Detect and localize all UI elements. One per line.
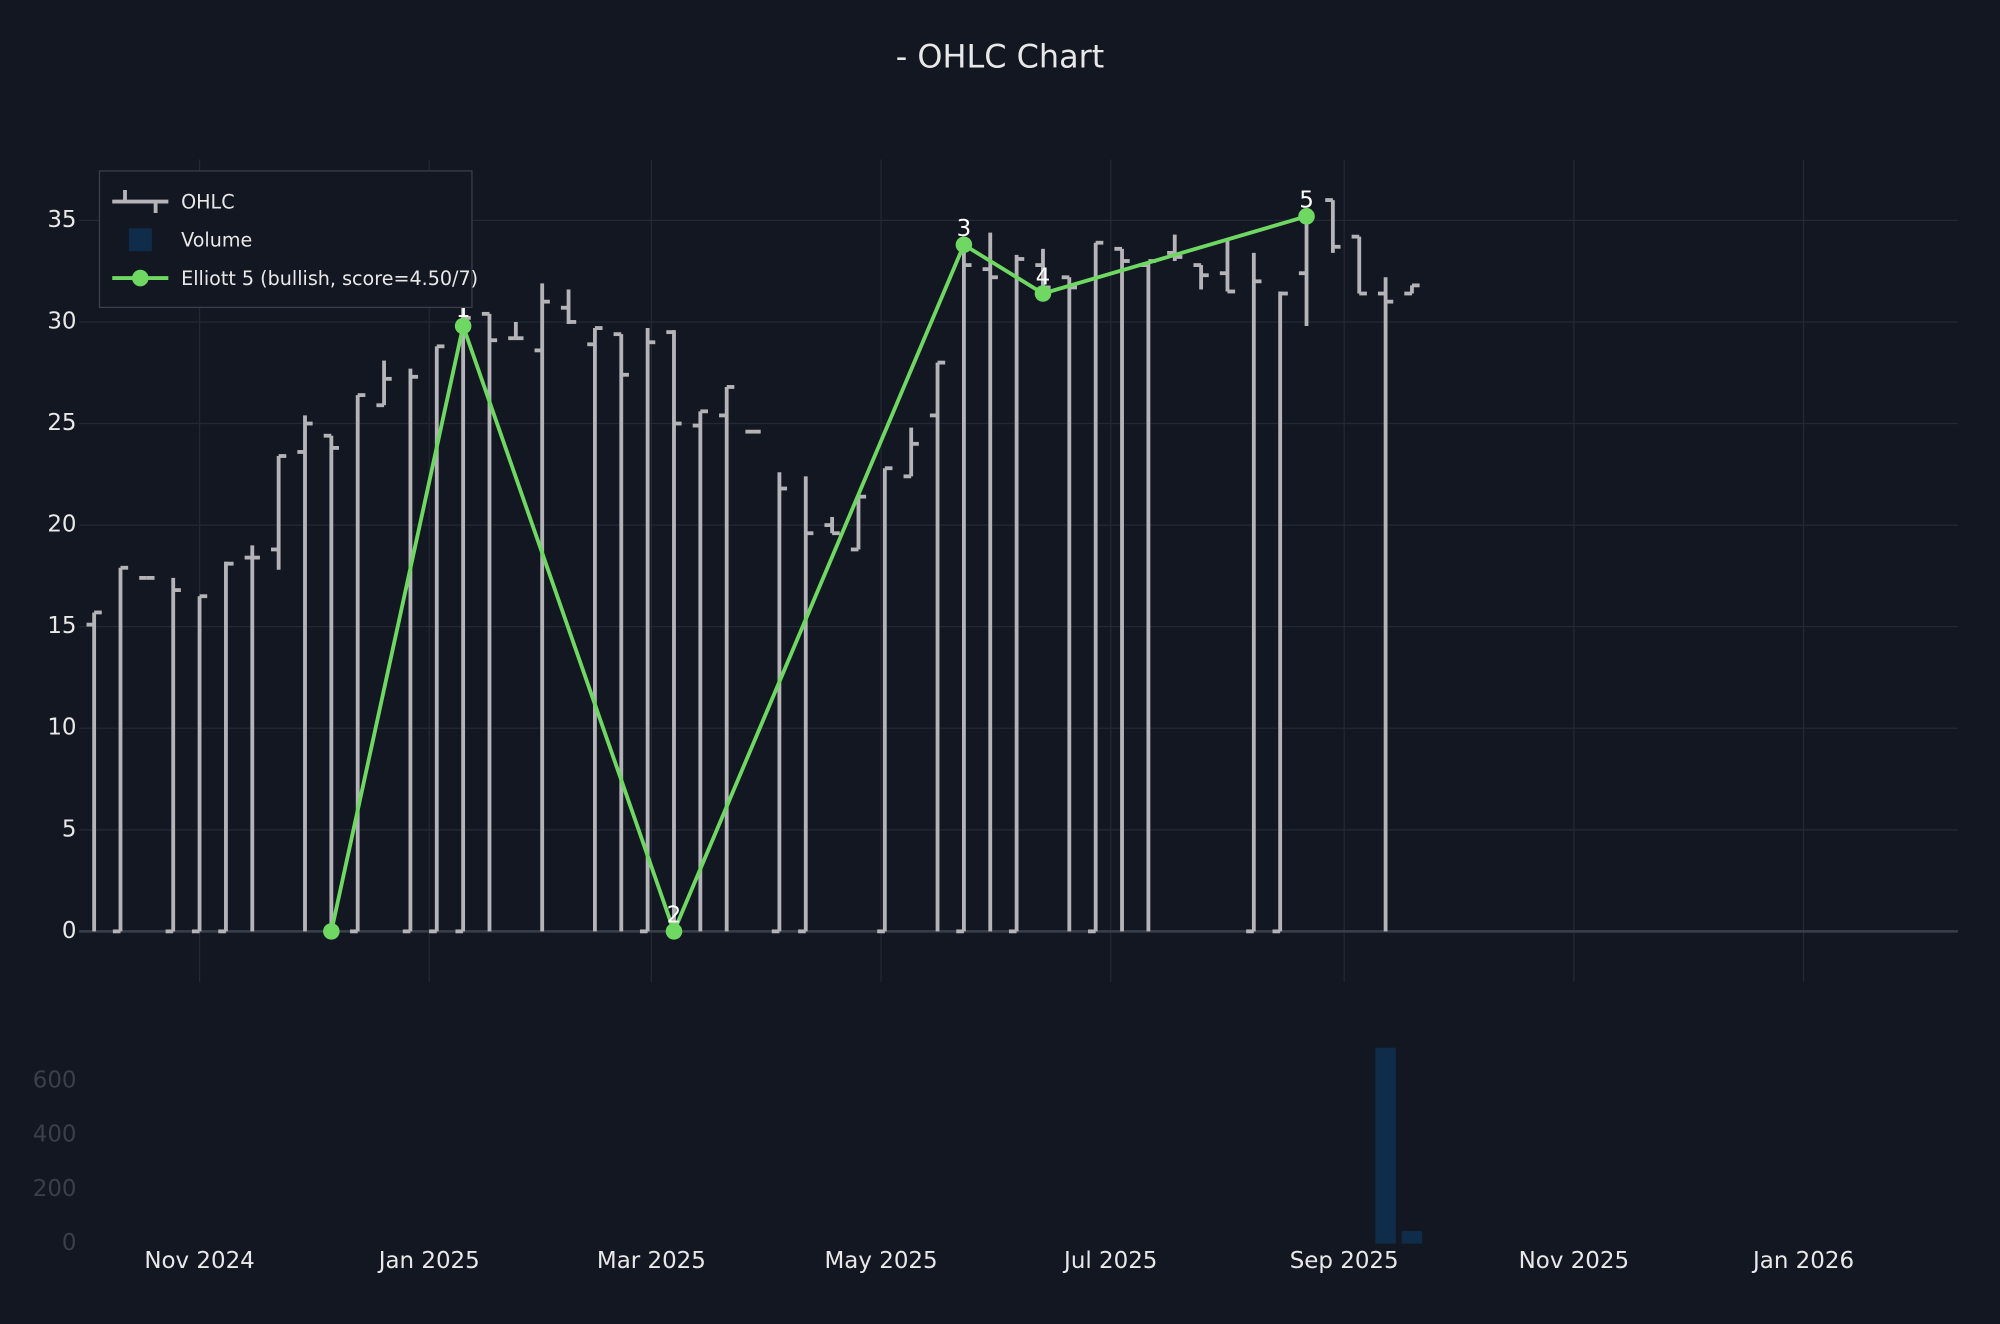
y-tick-label: 5	[62, 816, 77, 842]
ohlc-bar	[86, 610, 102, 932]
x-tick-label: May 2025	[825, 1248, 938, 1274]
legend-box	[98, 170, 473, 309]
y2-tick-label: 200	[33, 1176, 77, 1202]
ohlc-bar	[270, 454, 287, 570]
ohlc-bar	[1377, 277, 1394, 932]
ohlc-bar	[402, 368, 419, 934]
ohlc-bar	[560, 289, 577, 324]
elliott-label: 5	[1299, 188, 1314, 214]
ohlc-bar	[903, 427, 919, 479]
ohlc-bar	[929, 360, 946, 932]
elliott-line	[329, 214, 1308, 937]
elliott-label: 2	[667, 903, 682, 929]
y-tick-label: 10	[47, 715, 76, 741]
ohlc-bar	[850, 494, 867, 552]
ohlc-bar	[481, 311, 498, 932]
x-tick-label: Jan 2025	[377, 1248, 480, 1274]
ohlc-bar	[666, 330, 682, 932]
elliott-point	[665, 923, 683, 940]
elliott-label: 3	[957, 216, 972, 242]
ohlc-bar	[1404, 283, 1420, 296]
ohlc-bar	[323, 433, 340, 932]
volume-bar	[1401, 1230, 1423, 1244]
legend-icon	[112, 190, 169, 214]
ohlc-bar	[112, 565, 129, 934]
ohlc-bar	[1088, 240, 1104, 934]
ohlc-bar	[1246, 252, 1262, 934]
ohlc-bar	[1061, 275, 1077, 932]
ohlc-bar	[191, 594, 208, 934]
ohlc-bar	[376, 360, 392, 408]
legend-icon	[128, 228, 152, 252]
y2-tick-label: 400	[33, 1122, 77, 1148]
ohlc-bar	[692, 409, 708, 932]
elliott-point	[1298, 208, 1315, 225]
ohlc-bar	[165, 577, 181, 934]
elliott-label: 4	[1036, 265, 1051, 291]
ohlc-bar	[1193, 263, 1209, 290]
y-tick-label: 25	[47, 410, 76, 436]
legend-label: Elliott 5 (bullish, score=4.50/7)	[181, 267, 478, 290]
y-tick-label: 15	[47, 613, 76, 639]
y2-tick-label: 0	[62, 1230, 77, 1256]
ohlc-bar	[297, 415, 313, 932]
x-tick-label: Jul 2025	[1062, 1248, 1157, 1274]
legend-label: Volume	[181, 229, 252, 252]
ohlc-bar	[1272, 291, 1288, 934]
ohlc-bar	[639, 328, 656, 934]
ohlc-bar	[771, 472, 788, 934]
ohlc-bar	[1219, 238, 1236, 294]
y2-tick-label: 600	[33, 1068, 77, 1094]
x-tick-label: Sep 2025	[1290, 1248, 1399, 1274]
elliott-point	[454, 317, 472, 335]
ohlc-bar	[1351, 234, 1367, 296]
ohlc-bar	[613, 332, 629, 932]
y-tick-label: 20	[47, 512, 76, 538]
chart-title: - OHLC Chart	[896, 38, 1104, 76]
ohlc-bar	[350, 393, 366, 934]
ohlc-bar	[1325, 198, 1341, 253]
ohlc-bar	[244, 545, 260, 932]
legend: OHLC Volume Elliott 5 (bullish, score=4.50…	[98, 170, 478, 309]
ohlc-bar	[877, 466, 893, 934]
ohlc-bar	[587, 326, 603, 932]
ohlc-bar	[508, 321, 524, 341]
ohlc-bar	[534, 283, 550, 932]
ohlc-bar	[719, 385, 735, 932]
legend-label: OHLC	[181, 190, 234, 213]
elliott-point	[955, 236, 973, 254]
x-tick-label: Nov 2025	[1519, 1248, 1629, 1274]
y-tick-label: 30	[47, 308, 76, 334]
ohlc-bar	[798, 476, 814, 934]
x-tick-label: Mar 2025	[597, 1248, 706, 1274]
x-tick-label: Jan 2026	[1751, 1248, 1854, 1274]
ohlc-bar	[824, 516, 840, 536]
ohlc-bar	[1114, 246, 1130, 932]
elliott-point	[1034, 285, 1052, 302]
y-tick-label: 35	[47, 207, 76, 233]
ohlc-bar	[218, 561, 234, 934]
ohlc-bar	[982, 232, 998, 932]
y-tick-label: 0	[62, 918, 77, 944]
legend-icon	[132, 269, 149, 287]
x-tick-label: Nov 2024	[144, 1248, 254, 1274]
elliott-point	[323, 923, 340, 940]
ohlc-bar	[956, 244, 972, 934]
volume-bar	[1375, 1047, 1396, 1244]
ohlc-bar	[1008, 254, 1025, 934]
